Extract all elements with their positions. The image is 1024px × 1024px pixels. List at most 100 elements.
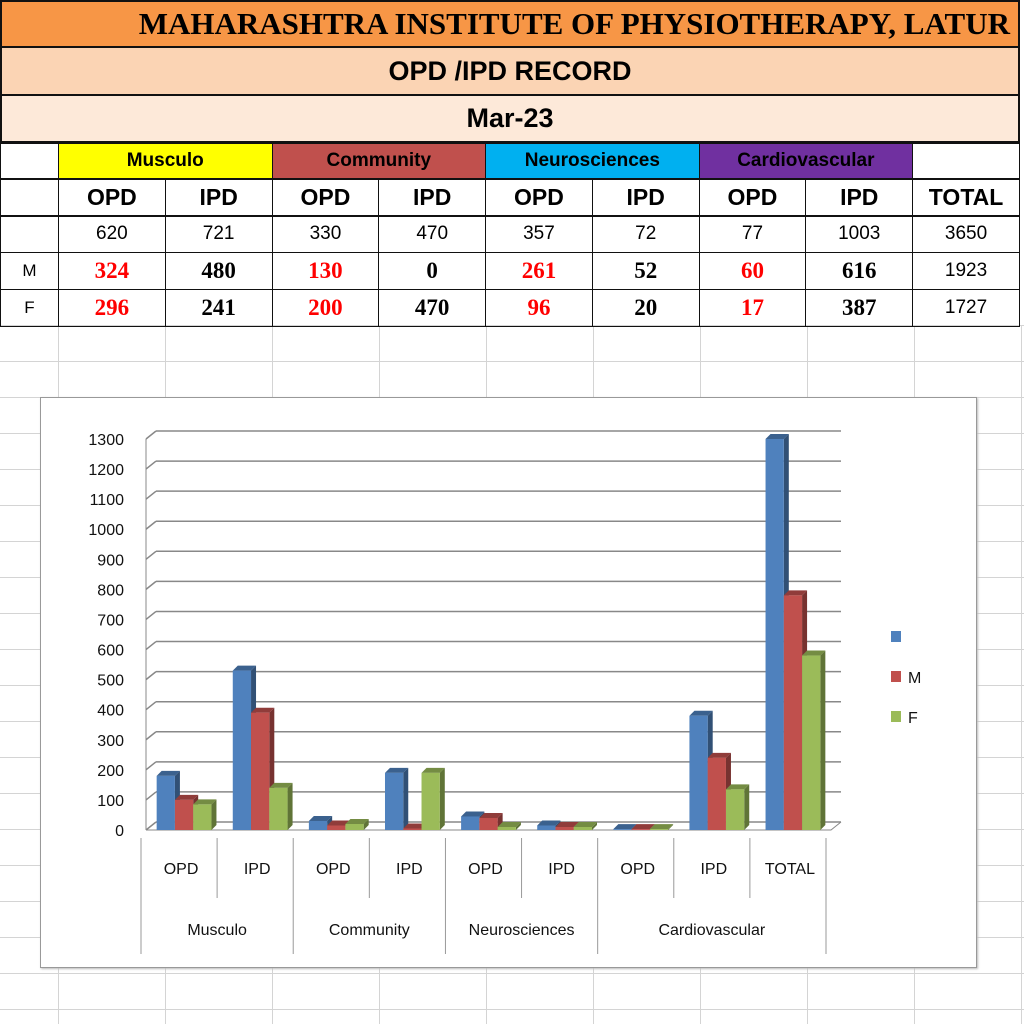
subheader-opd[interactable]: OPD xyxy=(698,177,807,217)
gridline-diag xyxy=(145,701,157,711)
chart-svg: 0 100 200 300 400 500 600 700 800 900 1000 1100 1200… xyxy=(88,430,921,954)
bar-total xyxy=(689,715,708,830)
bar-m xyxy=(555,826,574,830)
gridline-diag xyxy=(145,490,157,500)
table-cell[interactable]: 1003 xyxy=(805,215,914,253)
table-cell[interactable]: 387 xyxy=(805,289,914,327)
bar-top xyxy=(461,811,485,817)
month-title: Mar-23 xyxy=(0,96,1020,143)
table-cell[interactable]: 96 xyxy=(485,289,593,327)
table-cell[interactable]: 200 xyxy=(271,289,380,327)
table-cell[interactable]: 77 xyxy=(698,215,807,253)
bar-top xyxy=(689,710,713,716)
category-musculo[interactable]: Musculo xyxy=(58,143,273,179)
bar-f xyxy=(573,826,593,830)
bar-top xyxy=(193,799,217,805)
bar-top xyxy=(497,821,521,827)
y-tick-label: 1200 xyxy=(88,462,124,479)
table-cell[interactable]: 324 xyxy=(58,252,166,290)
table-cell[interactable]: 721 xyxy=(164,215,273,253)
table-cell[interactable]: 480 xyxy=(164,252,273,290)
bar-total xyxy=(232,670,252,830)
table-cell[interactable]: 241 xyxy=(164,289,273,327)
blank-cell[interactable] xyxy=(912,143,1020,179)
bar-total xyxy=(461,816,480,830)
x-tick-label: OPD xyxy=(316,861,351,878)
y-tick-label: 400 xyxy=(97,703,124,720)
bar-f xyxy=(497,826,516,830)
row-label[interactable] xyxy=(0,215,59,253)
bar-side xyxy=(820,650,826,830)
table-cell[interactable]: 20 xyxy=(591,289,700,327)
bar-m xyxy=(783,595,803,830)
table-cell[interactable]: 17 xyxy=(698,289,807,327)
bar-total xyxy=(384,772,404,830)
table-cell[interactable]: 52 xyxy=(591,252,700,290)
blank-cell[interactable] xyxy=(0,177,59,217)
legend-swatch xyxy=(891,711,901,722)
table-cell[interactable]: 296 xyxy=(58,289,166,327)
bar-side xyxy=(211,799,217,830)
subheader-total[interactable]: TOTAL xyxy=(912,177,1020,217)
row-label[interactable]: F xyxy=(0,289,59,327)
table-cell[interactable]: 470 xyxy=(378,215,487,253)
bar-top xyxy=(783,590,808,596)
y-tick-label: 700 xyxy=(97,612,124,629)
bar-top xyxy=(403,823,427,829)
y-tick-label: 1100 xyxy=(90,492,125,509)
category-neurosciences[interactable]: Neurosciences xyxy=(485,143,700,179)
subheader-opd[interactable]: OPD xyxy=(485,177,593,217)
y-tick-label: 300 xyxy=(97,733,124,750)
bar-top xyxy=(707,752,731,758)
bar-top xyxy=(613,824,637,830)
bar-top xyxy=(174,794,199,800)
bar-top xyxy=(802,650,826,656)
bar-total xyxy=(308,820,328,830)
bar-m xyxy=(707,757,726,830)
table-cell[interactable]: 357 xyxy=(485,215,593,253)
subheader-ipd[interactable]: IPD xyxy=(378,177,487,217)
gridline-diag xyxy=(145,731,157,741)
table-cell[interactable]: 72 xyxy=(591,215,700,253)
legend-swatch xyxy=(891,631,901,642)
table-cell[interactable]: 1727 xyxy=(912,289,1020,327)
category-community[interactable]: Community xyxy=(271,143,487,179)
blank-cell[interactable] xyxy=(0,143,59,179)
y-tick-label: 500 xyxy=(97,673,124,690)
x-tick-label: TOTAL xyxy=(765,861,815,878)
bar-f xyxy=(345,823,364,830)
subheader-opd[interactable]: OPD xyxy=(58,177,166,217)
bar-top xyxy=(384,767,409,773)
bar-top xyxy=(232,665,257,671)
record-title: OPD /IPD RECORD xyxy=(0,48,1020,96)
subheader-ipd[interactable]: IPD xyxy=(164,177,273,217)
table-cell[interactable]: 620 xyxy=(58,215,166,253)
x-tick-label: OPD xyxy=(164,861,199,878)
table-cell[interactable]: 1923 xyxy=(912,252,1020,290)
table-cell[interactable]: 60 xyxy=(698,252,807,290)
bar-chart[interactable]: 0 100 200 300 400 500 600 700 800 900 1000 1100 1200… xyxy=(40,397,977,968)
table-cell[interactable]: 261 xyxy=(485,252,593,290)
category-cardiovascular[interactable]: Cardiovascular xyxy=(698,143,914,179)
subheader-ipd[interactable]: IPD xyxy=(591,177,700,217)
subheader-ipd[interactable]: IPD xyxy=(805,177,914,217)
x-tick-label: IPD xyxy=(700,861,727,878)
group-label: Cardiovascular xyxy=(658,922,765,939)
bar-top xyxy=(269,782,293,788)
bar-total xyxy=(156,775,175,830)
gridline-diag xyxy=(145,430,157,440)
gridline-diag xyxy=(145,520,157,530)
bar-side xyxy=(515,821,521,830)
bar-top xyxy=(537,820,561,826)
table-cell[interactable]: 0 xyxy=(378,252,487,290)
y-tick-label: 200 xyxy=(97,763,124,780)
table-cell[interactable]: 470 xyxy=(378,289,487,327)
table-cell[interactable]: 330 xyxy=(271,215,380,253)
subheader-opd[interactable]: OPD xyxy=(271,177,380,217)
table-cell[interactable]: 616 xyxy=(805,252,914,290)
row-label[interactable]: M xyxy=(0,252,59,290)
table-cell[interactable]: 130 xyxy=(271,252,380,290)
bar-top xyxy=(573,821,598,827)
x-tick-label: IPD xyxy=(396,861,423,878)
table-cell[interactable]: 3650 xyxy=(912,215,1020,253)
